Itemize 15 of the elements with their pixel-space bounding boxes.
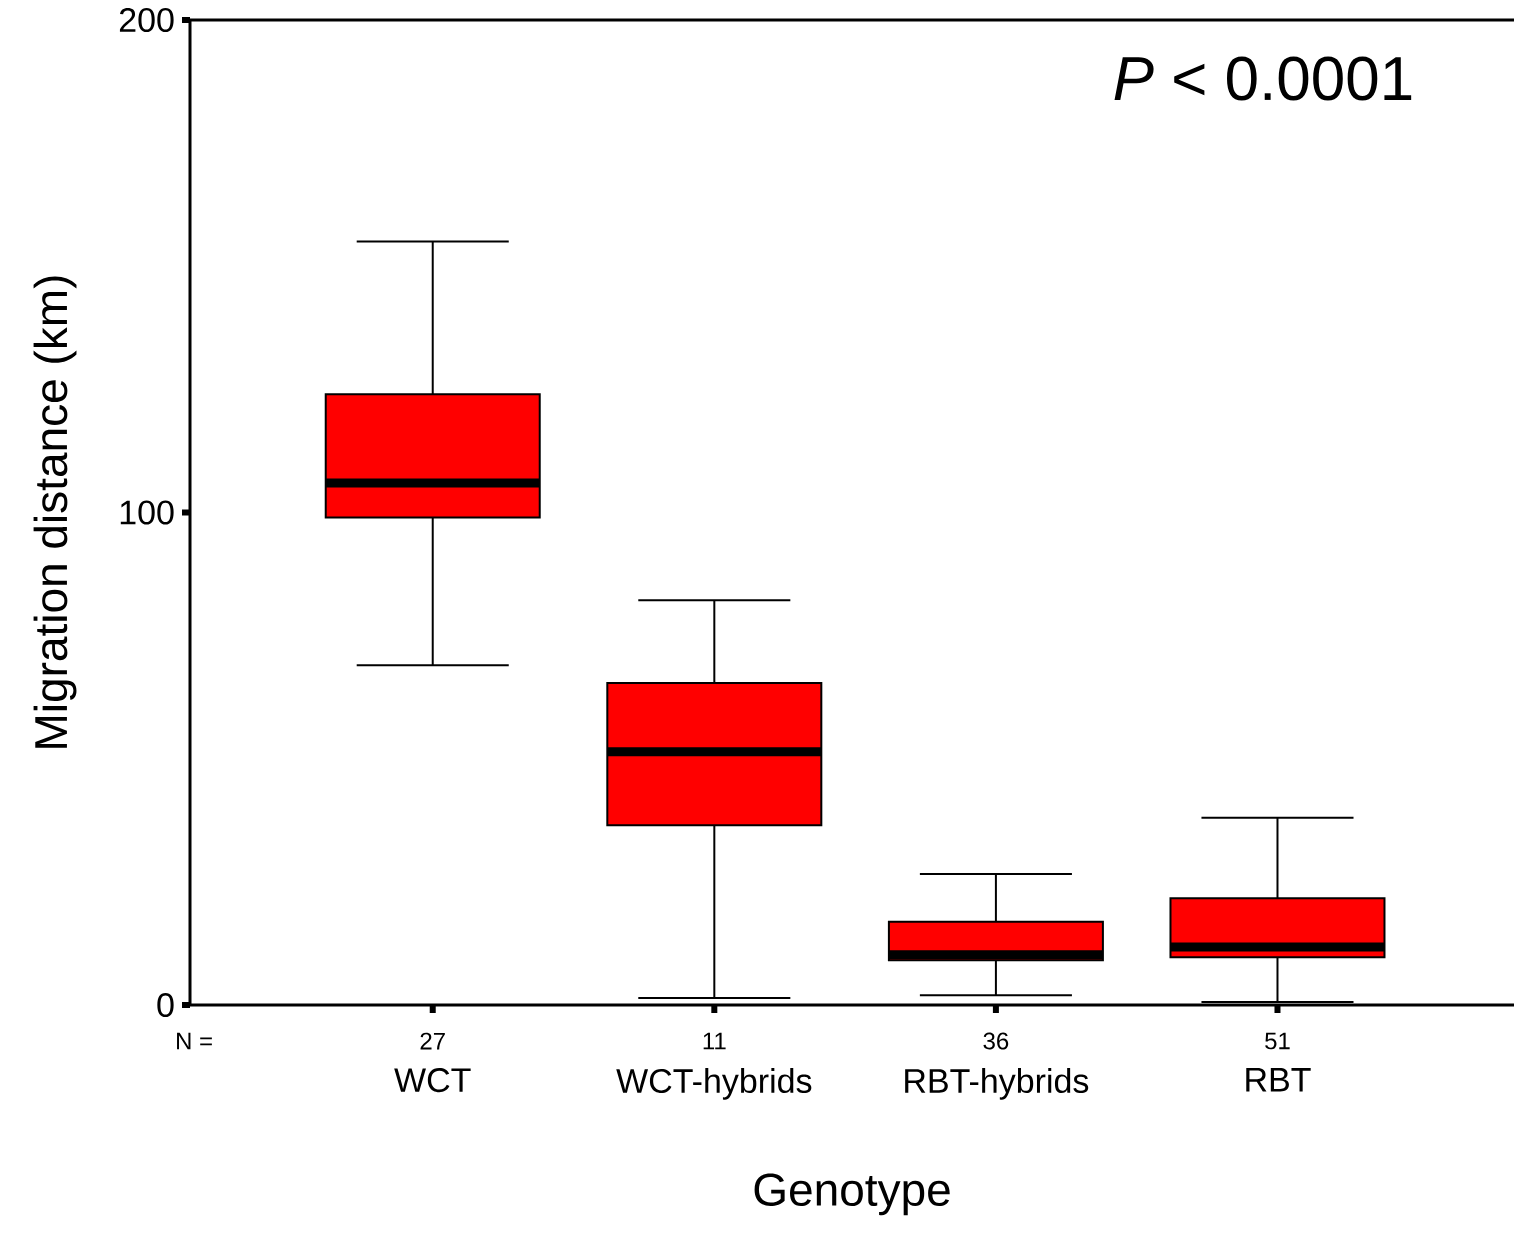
y-tick-label: 200: [119, 7, 174, 33]
text: N =: [177, 1032, 212, 1050]
x-tick-label: RBT: [1246, 1068, 1311, 1092]
y-tick-label: 100: [120, 500, 174, 525]
annotation: P < 0.0001: [1114, 56, 1412, 101]
x-axis-title: Genotype: [754, 1173, 950, 1216]
text: 11: [703, 1032, 726, 1050]
y-axis-title: Migration distance (km): [33, 276, 77, 748]
x-tick-label: RBT-hybrids: [905, 1068, 1089, 1100]
x-tick-label: WCT: [394, 1068, 471, 1093]
text: 51: [1265, 1032, 1290, 1050]
text: 27: [420, 1032, 445, 1050]
y-tick-label: 0: [157, 992, 174, 1018]
x-tick-label: WCT-hybrids: [616, 1068, 812, 1100]
text: 36: [983, 1032, 1009, 1050]
